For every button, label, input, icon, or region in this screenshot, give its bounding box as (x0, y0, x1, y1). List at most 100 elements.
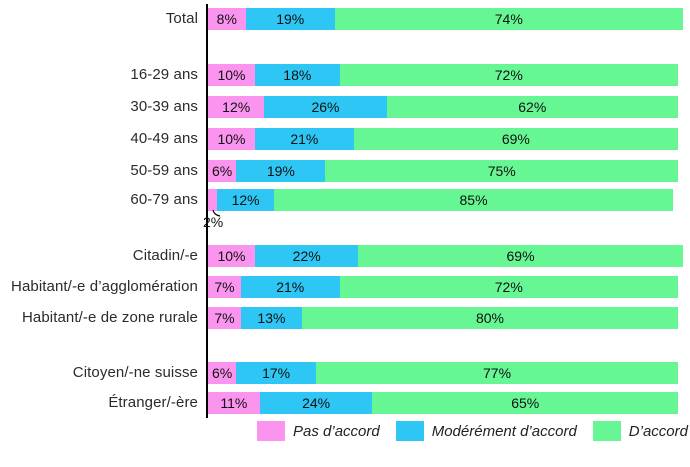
value-label: 21% (290, 131, 319, 147)
category-label-habitant-e-de-zone-rurale: Habitant/-e de zone rurale (21, 309, 198, 326)
bar-segment-d-accord: 75% (325, 160, 678, 182)
legend-swatch-pas-daccord (257, 421, 285, 441)
callout-label: 2% (203, 214, 224, 230)
bar-segment-d-accord: 77% (316, 362, 678, 384)
value-label: 80% (475, 310, 504, 326)
value-label: 19% (276, 11, 305, 27)
bar-segment-moderement-d-accord: 12% (217, 189, 274, 211)
legend-swatch-daccord (592, 421, 621, 441)
bar-segment-pas-d-accord: 6% (208, 362, 237, 384)
bar-segment-moderement-d-accord: 17% (236, 362, 317, 384)
bar-row-total: 8% 19% 74% (208, 8, 683, 30)
bar-segment-d-accord: 72% (339, 276, 678, 298)
bar-row-60-79-ans: 12% 85% (208, 189, 674, 211)
legend: Pas d’accord Modérément d’accord D’accor… (257, 421, 688, 441)
value-label: 8% (216, 11, 237, 27)
bar-segment-moderement-d-accord: 18% (255, 64, 340, 86)
value-label: 85% (459, 192, 488, 208)
value-label: 6% (211, 163, 233, 179)
value-label: 77% (483, 365, 512, 381)
value-label: 72% (494, 67, 523, 83)
category-label-total: Total (165, 10, 198, 27)
value-label: 18% (283, 67, 312, 83)
bar-segment-d-accord: 62% (386, 96, 678, 118)
category-label-16-29-ans: 16-29 ans (130, 66, 198, 83)
bar-segment-pas-d-accord: 11% (208, 392, 260, 414)
bar-row-habitant-e-de-zone-rurale: 7% 13% 80% (208, 307, 678, 329)
bar-segment-moderement-d-accord: 13% (240, 307, 302, 329)
value-label: 21% (276, 279, 305, 295)
legend-item-pas-daccord: Pas d’accord (257, 421, 380, 441)
bar-segment-d-accord: 69% (353, 128, 678, 150)
bar-segment-d-accord: 85% (273, 189, 674, 211)
bar-segment-d-accord: 80% (301, 307, 678, 329)
bar-segment-pas-d-accord: 6% (208, 160, 237, 182)
bar-segment-moderement-d-accord: 21% (255, 128, 354, 150)
bar-segment-pas-d-accord (208, 189, 218, 211)
bar-segment-moderement-d-accord: 26% (264, 96, 387, 118)
category-label-60-79-ans: 60-79 ans (130, 191, 198, 208)
value-label: 24% (302, 395, 331, 411)
category-label-habitant-e-d-agglomeration: Habitant/-e d’agglomération (11, 278, 198, 295)
value-label: 7% (214, 279, 235, 295)
value-label: 11% (220, 395, 248, 411)
category-label-citoyen-ne-suisse: Citoyen/-ne suisse (72, 364, 198, 381)
category-label-50-59-ans: 50-59 ans (130, 162, 198, 179)
value-label: 19% (266, 163, 295, 179)
value-label: 72% (494, 279, 523, 295)
bar-segment-pas-d-accord: 12% (208, 96, 265, 118)
value-label: 26% (311, 99, 340, 115)
value-label: 62% (518, 99, 547, 115)
bar-row-citadin-e: 10% 22% 69% (208, 245, 683, 267)
category-label-40-49-ans: 40-49 ans (130, 130, 198, 147)
bar-segment-pas-d-accord: 7% (208, 276, 241, 298)
bar-segment-pas-d-accord: 8% (208, 8, 246, 30)
bar-segment-pas-d-accord: 10% (208, 245, 255, 267)
value-label: 69% (506, 248, 535, 264)
bar-row-50-59-ans: 6% 19% 75% (208, 160, 678, 182)
bar-segment-moderement-d-accord: 21% (240, 276, 340, 298)
y-axis-line (206, 4, 208, 418)
bar-segment-pas-d-accord: 10% (208, 128, 255, 150)
legend-label-daccord: D’accord (628, 422, 688, 440)
bar-segment-moderement-d-accord: 22% (255, 245, 359, 267)
value-label: 74% (494, 11, 523, 27)
value-label: 75% (487, 163, 516, 179)
bar-segment-d-accord: 74% (334, 8, 683, 30)
bar-segment-moderement-d-accord: 24% (259, 392, 373, 414)
legend-item-moderement-daccord: Modérément d’accord (395, 421, 577, 441)
value-label: 17% (262, 365, 291, 381)
value-label: 13% (257, 310, 286, 326)
bar-segment-moderement-d-accord: 19% (245, 8, 335, 30)
legend-item-daccord: D’accord (592, 421, 688, 441)
value-label: 65% (511, 395, 540, 411)
category-label-etranger-ere: Étranger/-ère (108, 394, 198, 411)
bar-row-etranger-ere: 11% 24% 65% (208, 392, 678, 414)
value-label: 22% (292, 248, 321, 264)
bar-segment-d-accord: 72% (339, 64, 678, 86)
bar-segment-moderement-d-accord: 19% (236, 160, 326, 182)
value-label: 6% (211, 365, 233, 381)
category-label-30-39-ans: 30-39 ans (130, 98, 198, 115)
bar-row-habitant-e-d-agglomeration: 7% 21% 72% (208, 276, 678, 298)
value-label: 12% (222, 99, 251, 115)
bar-row-16-29-ans: 10% 18% 72% (208, 64, 678, 86)
bar-row-citoyen-ne-suisse: 6% 17% 77% (208, 362, 678, 384)
bar-segment-d-accord: 65% (372, 392, 678, 414)
legend-label-pas-daccord: Pas d’accord (293, 422, 380, 440)
value-label: 69% (501, 131, 530, 147)
legend-swatch-moderement-daccord (395, 421, 424, 441)
legend-label-moderement-daccord: Modérément d’accord (431, 422, 577, 440)
value-label: 10% (217, 131, 246, 147)
bar-segment-d-accord: 69% (358, 245, 683, 267)
category-label-citadin-e: Citadin/-e (132, 247, 198, 264)
value-label: 10% (217, 248, 246, 264)
value-label: 10% (217, 67, 246, 83)
value-label: 12% (231, 192, 260, 208)
bar-row-40-49-ans: 10% 21% 69% (208, 128, 678, 150)
value-label: 7% (214, 310, 235, 326)
bar-row-30-39-ans: 12% 26% 62% (208, 96, 678, 118)
bar-segment-pas-d-accord: 10% (208, 64, 255, 86)
bar-segment-pas-d-accord: 7% (208, 307, 241, 329)
